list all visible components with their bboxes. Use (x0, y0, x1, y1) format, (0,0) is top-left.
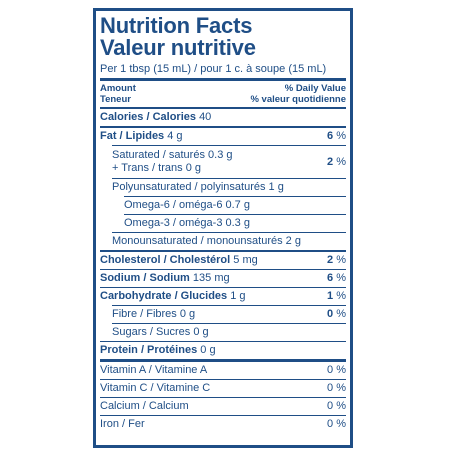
vitamin-c-label: Vitamin C / Vitamine C (100, 382, 211, 394)
saturated-amount: 0.3 g (208, 149, 233, 161)
divider (100, 269, 346, 270)
serving-size: Per 1 tbsp (15 mL) / pour 1 c. à soupe (… (100, 63, 327, 75)
divider (100, 415, 346, 416)
sodium-amount: 135 mg (192, 272, 230, 284)
cholesterol-label: Cholesterol / Cholestérol (100, 254, 231, 266)
sugars-row: Sugars / Sucres 0 g (100, 324, 346, 341)
divider (112, 232, 346, 233)
divider (100, 379, 346, 380)
divider (100, 250, 346, 252)
omega3-amount: 0.3 g (225, 217, 250, 229)
divider (124, 214, 346, 215)
sugars-label: Sugars / Sucres (112, 326, 191, 338)
cholesterol-dv: 2 % (327, 254, 346, 266)
carbohydrate-dv: 1 % (327, 290, 346, 302)
polyunsaturated-amount: 1 g (268, 181, 284, 193)
vitamin-a-label: Vitamin A / Vitamine A (100, 364, 208, 376)
divider (100, 107, 346, 109)
sodium-label: Sodium / Sodium (100, 272, 190, 284)
calcium-value: 0 % (327, 400, 346, 412)
calcium-label: Calcium / Calcium (100, 400, 189, 412)
divider (112, 145, 346, 146)
daily-value-header-fr: % valeur quotidienne (250, 94, 346, 105)
title-french: Valeur nutritive (100, 35, 256, 60)
calories-label: Calories / Calories (100, 111, 196, 123)
monounsaturated-label: Monounsaturated / monounsaturés (112, 235, 283, 247)
carbohydrate-row: Carbohydrate / Glucides 1 g 1 % (100, 288, 346, 305)
amount-header-fr: Teneur (100, 94, 131, 105)
iron-row: Iron / Fer 0 % (100, 416, 346, 433)
omega6-label: Omega-6 / oméga-6 (124, 199, 223, 211)
divider (100, 341, 346, 342)
omega3-row: Omega-3 / oméga-3 0.3 g (100, 215, 346, 232)
saturated-label: Saturated / saturés (112, 149, 205, 161)
fat-dv: 6 % (327, 130, 346, 142)
calories-row: Calories / Calories 40 (100, 109, 346, 126)
nutrition-facts-panel: Nutrition Facts Valeur nutritive Per 1 t… (93, 8, 353, 448)
fat-label: Fat / Lipides (100, 130, 165, 142)
polyunsaturated-label: Polyunsaturated / polyinsaturés (112, 181, 266, 193)
divider (100, 397, 346, 398)
divider (112, 323, 346, 324)
sodium-row: Sodium / Sodium 135 mg 6 % (100, 270, 346, 287)
daily-value-header-en: % Daily Value (284, 83, 346, 94)
protein-label: Protein / Protéines (100, 344, 198, 356)
nutrition-facts-content: Nutrition Facts Valeur nutritive Per 1 t… (100, 15, 346, 433)
omega6-row: Omega-6 / oméga-6 0.7 g (100, 197, 346, 214)
iron-value: 0 % (327, 418, 346, 430)
calcium-row: Calcium / Calcium 0 % (100, 398, 346, 415)
omega6-amount: 0.7 g (225, 199, 250, 211)
monounsaturated-row: Monounsaturated / monounsaturés 2 g (100, 233, 346, 250)
column-header: Amount Teneur % Daily Value % valeur quo… (100, 81, 346, 107)
sodium-dv: 6 % (327, 272, 346, 284)
amount-header: Amount Teneur (100, 83, 136, 105)
fibre-dv: 0 % (327, 308, 346, 320)
fibre-amount: 0 g (179, 308, 196, 320)
sugars-amount: 0 g (193, 326, 209, 338)
divider (124, 196, 346, 197)
fibre-row: Fibre / Fibres 0 g 0 % (100, 306, 346, 323)
saturated-dv: 2 % (327, 155, 346, 168)
saturated-trans-row: Saturated / saturés 0.3 g + Trans / tran… (100, 146, 346, 178)
divider (100, 287, 346, 288)
title-english: Nutrition Facts (100, 13, 253, 38)
carbohydrate-amount: 1 g (230, 290, 246, 302)
protein-amount: 0 g (200, 344, 216, 356)
cholesterol-amount: 5 mg (233, 254, 258, 266)
amount-header-en: Amount (100, 83, 136, 94)
divider-thick (100, 78, 346, 81)
divider (112, 305, 346, 306)
divider (100, 126, 346, 128)
daily-value-header: % Daily Value % valeur quotidienne (250, 83, 346, 105)
vitamin-a-row: Vitamin A / Vitamine A 0 % (100, 362, 346, 379)
trans-amount: 0 g (185, 162, 201, 174)
fat-row: Fat / Lipides 4 g 6 % (100, 128, 346, 145)
carbohydrate-label: Carbohydrate / Glucides (100, 290, 228, 302)
protein-row: Protein / Protéines 0 g (100, 342, 346, 359)
cholesterol-row: Cholesterol / Cholestérol 5 mg 2 % (100, 252, 346, 269)
vitamin-c-row: Vitamin C / Vitamine C 0 % (100, 380, 346, 397)
iron-label: Iron / Fer (100, 418, 145, 430)
fibre-label: Fibre / Fibres (112, 308, 177, 320)
vitamin-c-value: 0 % (327, 382, 346, 394)
divider (112, 178, 346, 179)
trans-label: + Trans / trans (112, 162, 183, 174)
omega3-label: Omega-3 / oméga-3 (124, 217, 223, 229)
vitamin-a-value: 0 % (327, 364, 346, 376)
fat-amount: 4 g (167, 130, 183, 142)
divider-thick (100, 359, 346, 362)
polyunsaturated-row: Polyunsaturated / polyinsaturés 1 g (100, 179, 346, 196)
calories-value: 40 (199, 111, 212, 123)
monounsaturated-amount: 2 g (285, 235, 301, 247)
